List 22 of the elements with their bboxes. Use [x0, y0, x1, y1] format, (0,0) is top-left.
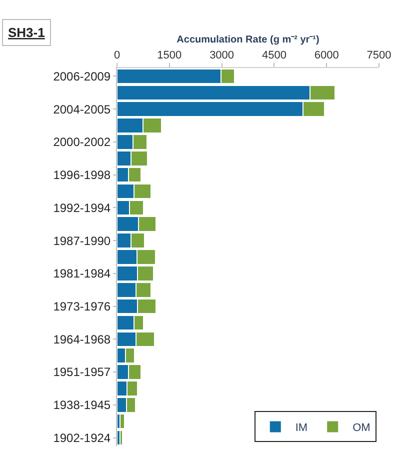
legend-label: OM [352, 422, 370, 434]
y-tick-label: 1987-1990 [53, 234, 111, 248]
x-tick-label: 1500 [157, 50, 182, 62]
y-tick-label: 1996-1998 [53, 168, 111, 182]
y-tick-label: 1902-1924 [53, 430, 111, 445]
x-tick-label: 3000 [210, 50, 234, 62]
y-tick-label: 2000-2002 [53, 135, 111, 150]
y-tick-label: 1951-1957 [53, 365, 111, 380]
legend-label: IM [295, 422, 308, 434]
x-tick-label: 7500 [366, 50, 392, 62]
y-tick-label: 2006-2009 [53, 69, 111, 84]
y-tick-label: 1964-1968 [53, 332, 111, 346]
x-axis-title: Accumulation Rate (g m⁻² yr⁻¹) [176, 34, 320, 46]
y-tick-label: 1992-1994 [53, 200, 111, 215]
x-tick-label: 6000 [314, 50, 339, 62]
chart-title: SH3-1 [8, 25, 45, 40]
y-tick-label: 1938-1945 [53, 398, 111, 412]
x-tick-label: 0 [114, 50, 120, 62]
y-tick-label: 1973-1976 [53, 300, 111, 314]
y-tick-label: 1981-1984 [53, 266, 111, 281]
x-tick-label: 4500 [262, 50, 286, 62]
y-tick-label: 2004-2005 [53, 102, 111, 116]
